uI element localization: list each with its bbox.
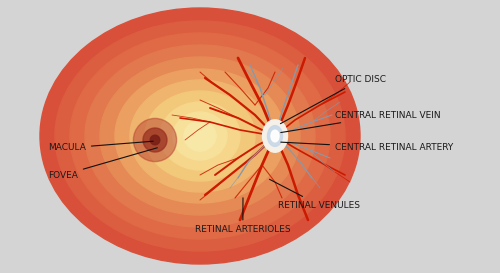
Ellipse shape (271, 130, 279, 142)
Ellipse shape (173, 112, 227, 160)
Text: CENTRAL RETINAL VEIN: CENTRAL RETINAL VEIN (280, 111, 440, 133)
Ellipse shape (40, 8, 360, 264)
Text: CENTRAL RETINAL ARTERY: CENTRAL RETINAL ARTERY (281, 142, 453, 153)
Ellipse shape (100, 57, 300, 215)
Ellipse shape (160, 102, 240, 170)
Ellipse shape (55, 21, 345, 251)
Ellipse shape (130, 80, 270, 192)
Ellipse shape (268, 126, 282, 146)
Circle shape (143, 128, 167, 152)
Circle shape (134, 118, 176, 162)
Circle shape (150, 135, 160, 145)
Text: MACULA: MACULA (48, 141, 153, 153)
Ellipse shape (262, 120, 287, 152)
Text: OPTIC DISC: OPTIC DISC (280, 76, 386, 124)
Ellipse shape (115, 69, 285, 203)
Ellipse shape (184, 121, 216, 151)
Ellipse shape (70, 33, 330, 239)
Ellipse shape (145, 91, 255, 181)
Text: FOVEA: FOVEA (48, 148, 158, 180)
Text: RETINAL VENULES: RETINAL VENULES (270, 179, 360, 209)
Text: RETINAL ARTERIOLES: RETINAL ARTERIOLES (195, 198, 290, 235)
Ellipse shape (85, 45, 315, 227)
